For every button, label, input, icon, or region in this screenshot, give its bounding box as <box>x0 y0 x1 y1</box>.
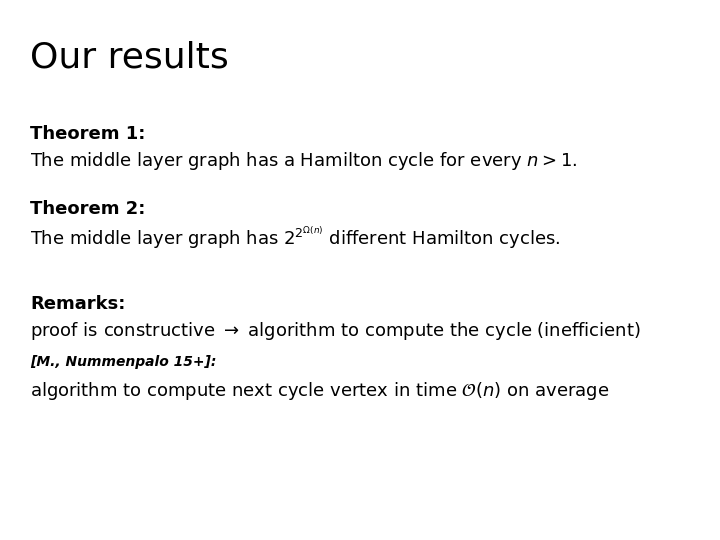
Text: proof is constructive $\rightarrow$ algorithm to compute the cycle (inefficient): proof is constructive $\rightarrow$ algo… <box>30 320 641 342</box>
Text: [M., Nummenpalo 15+]:: [M., Nummenpalo 15+]: <box>30 355 217 369</box>
Text: algorithm to compute next cycle vertex in time $\mathcal{O}(n)$ on average: algorithm to compute next cycle vertex i… <box>30 380 609 402</box>
Text: The middle layer graph has $2^{2^{\Omega(n)}}$ different Hamilton cycles.: The middle layer graph has $2^{2^{\Omega… <box>30 225 561 252</box>
Text: Remarks:: Remarks: <box>30 295 125 313</box>
Text: Theorem 2:: Theorem 2: <box>30 200 145 218</box>
Text: Our results: Our results <box>30 40 229 74</box>
Text: Theorem 1:: Theorem 1: <box>30 125 145 143</box>
Text: The middle layer graph has a Hamilton cycle for every $n > 1$.: The middle layer graph has a Hamilton cy… <box>30 150 577 172</box>
